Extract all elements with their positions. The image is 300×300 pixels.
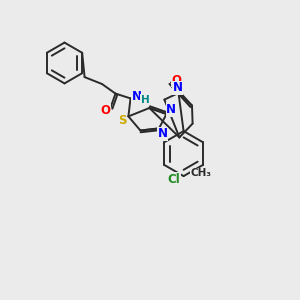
Text: N: N <box>166 103 176 116</box>
Text: Cl: Cl <box>168 172 180 186</box>
Text: O: O <box>171 74 182 87</box>
Text: CH₃: CH₃ <box>190 168 211 178</box>
Text: H: H <box>140 95 149 105</box>
Text: S: S <box>118 113 127 127</box>
Text: N: N <box>131 90 142 103</box>
Text: N: N <box>158 127 168 140</box>
Text: N: N <box>172 81 183 94</box>
Text: O: O <box>100 104 110 118</box>
